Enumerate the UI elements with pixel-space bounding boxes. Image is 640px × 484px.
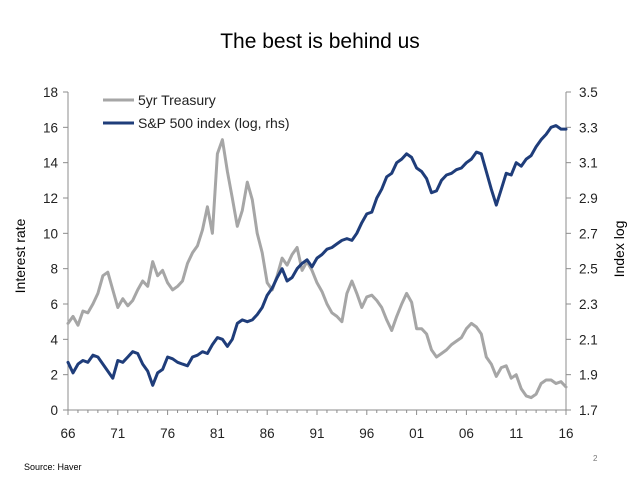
page-number: 2	[593, 454, 598, 463]
y-tick-label-right: 2.1	[579, 332, 598, 347]
y-tick-label-left: 8	[50, 262, 58, 277]
x-tick-label: 01	[409, 426, 424, 441]
y-axis-title-right: Index log	[611, 221, 627, 278]
y-tick-label-right: 2.9	[579, 191, 598, 206]
y-tick-label-right: 2.7	[579, 226, 598, 241]
sp500-line	[66, 124, 568, 387]
tick-labels: 0 2 4 6 8 10 12 14 16 18 1.7 1.9 2.1 2.3 2.5 2.7 2.9 3.1 3…	[43, 85, 598, 441]
y-tick-label-right: 1.7	[579, 403, 598, 418]
y-tick-label-left: 16	[43, 120, 58, 135]
x-tick-label: 81	[210, 426, 225, 441]
y-tick-label-left: 18	[43, 85, 58, 100]
y-tick-label-left: 12	[43, 191, 58, 206]
x-tick-label: 16	[558, 426, 573, 441]
x-tick-label: 71	[110, 426, 125, 441]
source-note: Source: Haver	[24, 462, 82, 472]
legend: 5yr Treasury S&P 500 index (log, rhs)	[103, 92, 290, 131]
y-tick-label-right: 2.3	[579, 297, 598, 312]
y-tick-label-right: 3.1	[579, 156, 598, 171]
legend-label: 5yr Treasury	[138, 92, 216, 108]
treasury-line	[66, 138, 568, 400]
y-tick-label-right: 2.5	[579, 262, 598, 277]
y-tick-label-right: 3.3	[579, 120, 598, 135]
y-tick-label-left: 10	[43, 226, 58, 241]
y-tick-label-right: 3.5	[579, 85, 598, 100]
y-tick-label-left: 2	[50, 368, 58, 383]
y-tick-label-left: 0	[50, 403, 58, 418]
x-tick-label: 76	[160, 426, 175, 441]
legend-label: S&P 500 index (log, rhs)	[138, 115, 290, 131]
series-lines	[66, 124, 568, 400]
chart-axes	[63, 91, 571, 415]
chart-title: The best is behind us	[220, 30, 420, 53]
y-tick-label-left: 6	[50, 297, 58, 312]
y-tick-label-left: 4	[50, 332, 58, 347]
x-tick-label: 11	[509, 426, 523, 441]
x-tick-label: 86	[260, 426, 275, 441]
y-axis-title-left: Interest rate	[12, 218, 28, 293]
y-tick-label-left: 14	[43, 156, 59, 171]
x-tick-label: 96	[359, 426, 374, 441]
x-tick-label: 91	[309, 426, 324, 441]
x-tick-label: 06	[459, 426, 474, 441]
x-tick-label: 66	[60, 426, 75, 441]
y-tick-label-right: 1.9	[579, 368, 598, 383]
